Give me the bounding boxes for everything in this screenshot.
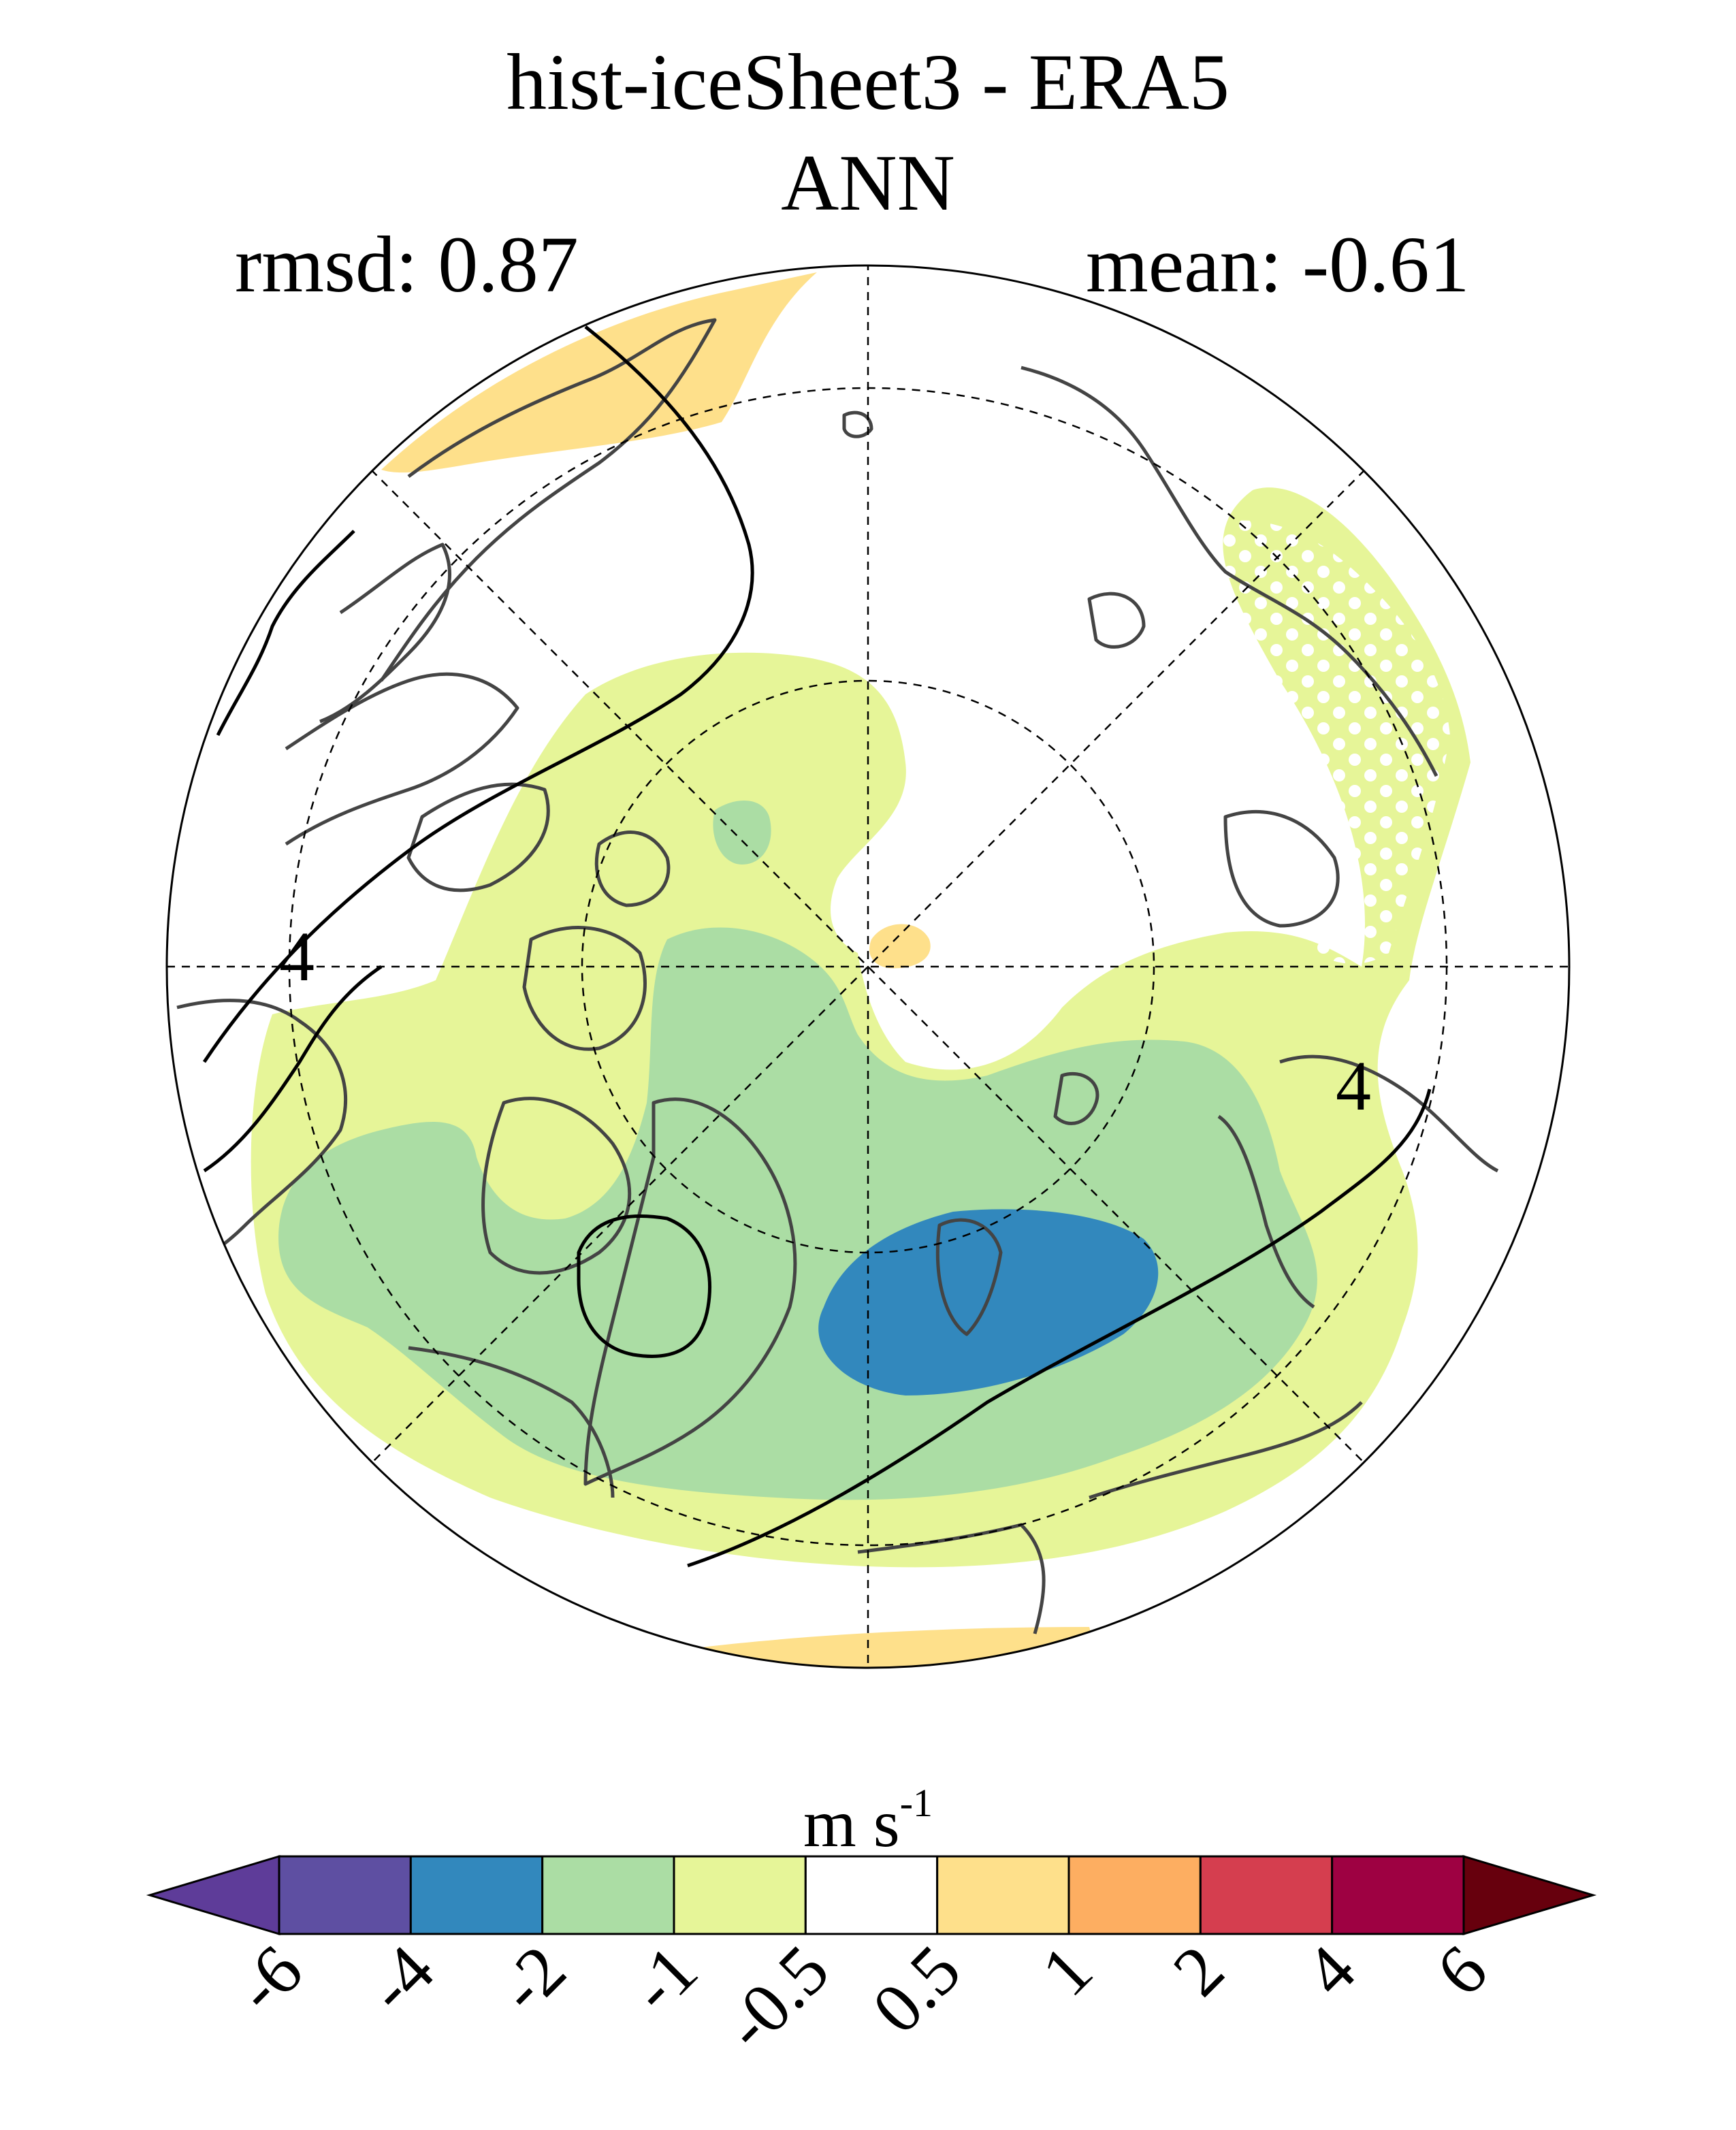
contour-label-right: 4 [1336,1047,1371,1125]
colorbar-tick-label: 1 [1027,1931,1107,2011]
solid-contours [202,325,1452,1621]
stipple-region [1171,520,1450,964]
colorbar-box [1199,1855,1334,1935]
contour-label-left: 4 [279,918,315,996]
colorbar-box [1067,1855,1202,1935]
colorbar-box [673,1855,807,1935]
colorbar-tick-label: -4 [352,1931,449,2028]
plot-title: hist-iceSheet3 - ERA5 [507,37,1229,127]
colorbar-box [278,1855,412,1935]
colorbar-tick-label: 6 [1421,1931,1502,2011]
colorbar-units: m s-1 [0,1784,1736,1858]
map-disc: 4 4 [167,265,1569,1668]
colorbar-tick-label: -2 [483,1931,581,2028]
colorbar-box [541,1855,675,1935]
colorbar-box [804,1855,939,1935]
colorbar-tick-label: -6 [221,1931,318,2028]
colorbar-tick-label: 2 [1159,1931,1239,2011]
map-boundary [165,264,1571,1669]
mean-label: mean: -0.61 [1086,220,1470,309]
rmsd-label: rmsd: 0.87 [235,220,579,309]
colorbar-box [409,1855,544,1935]
colorbar-box [936,1855,1070,1935]
colorbar: -6 -4 -2 -1-0.5 0.5 1 2 4 6 [146,1854,1597,2065]
anomaly-region-yellow-pole [869,924,931,969]
colorbar-tick-label: 4 [1290,1931,1370,2011]
units-exponent: -1 [899,1781,933,1825]
colorbar-tick-label: 0.5 [858,1931,976,2048]
graticule [167,265,1569,1668]
anomaly-region-green-small [713,801,771,865]
colorbar-tick-label: -1 [615,1931,713,2028]
plot-subtitle: ANN [781,138,955,227]
units-base: m s [803,1786,900,1861]
coastlines [170,318,1499,1634]
colorbar-box [1331,1855,1465,1935]
colorbar-arrow-high [1462,1854,1597,1936]
colorbar-tick-label: -0.5 [709,1931,844,2065]
colorbar-arrow-low [146,1854,280,1936]
